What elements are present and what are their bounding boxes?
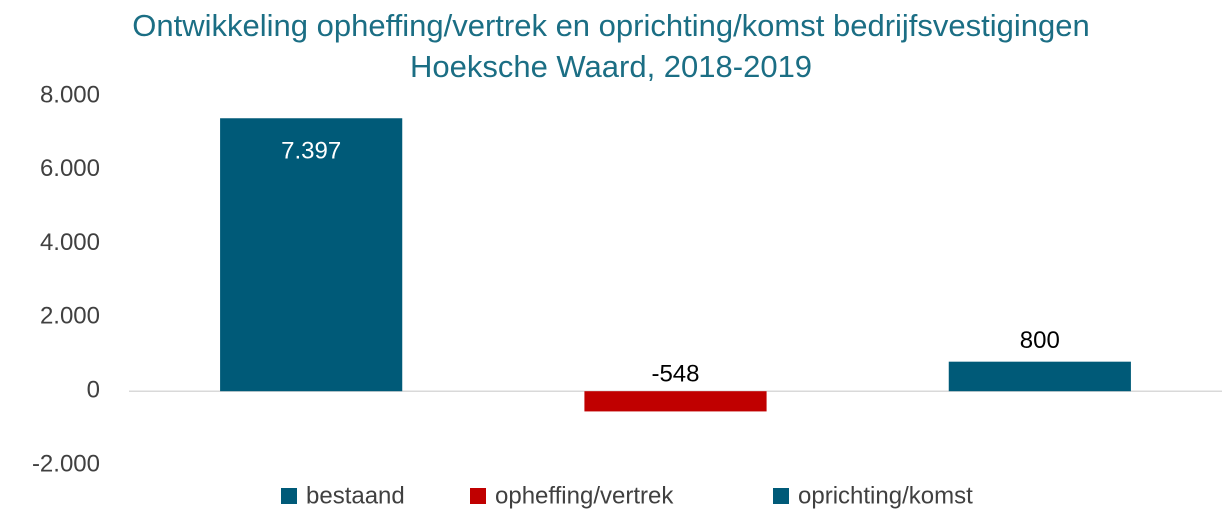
- data-label: -548: [651, 361, 699, 388]
- legend-swatch: [773, 488, 789, 504]
- y-tick-label: 6.000: [40, 155, 100, 182]
- legend-label: oprichting/komst: [798, 482, 973, 509]
- y-tick-label: 2.000: [40, 303, 100, 330]
- bar: [948, 361, 1131, 392]
- legend-swatch: [470, 488, 486, 504]
- chart-title: Hoeksche Waard, 2018-2019: [410, 49, 812, 84]
- data-label: 7.397: [281, 138, 341, 165]
- y-tick-label: -2.000: [32, 450, 100, 477]
- y-tick-label: 4.000: [40, 229, 100, 256]
- data-label: 800: [1020, 327, 1060, 354]
- y-tick-label: 8.000: [40, 81, 100, 108]
- bar: [584, 391, 767, 412]
- legend-label: bestaand: [306, 482, 405, 509]
- legend-swatch: [281, 488, 297, 504]
- chart-title: Ontwikkeling opheffing/vertrek en oprich…: [132, 8, 1090, 43]
- legend-label: opheffing/vertrek: [495, 482, 674, 509]
- y-tick-label: 0: [87, 377, 100, 404]
- bar: [220, 118, 403, 392]
